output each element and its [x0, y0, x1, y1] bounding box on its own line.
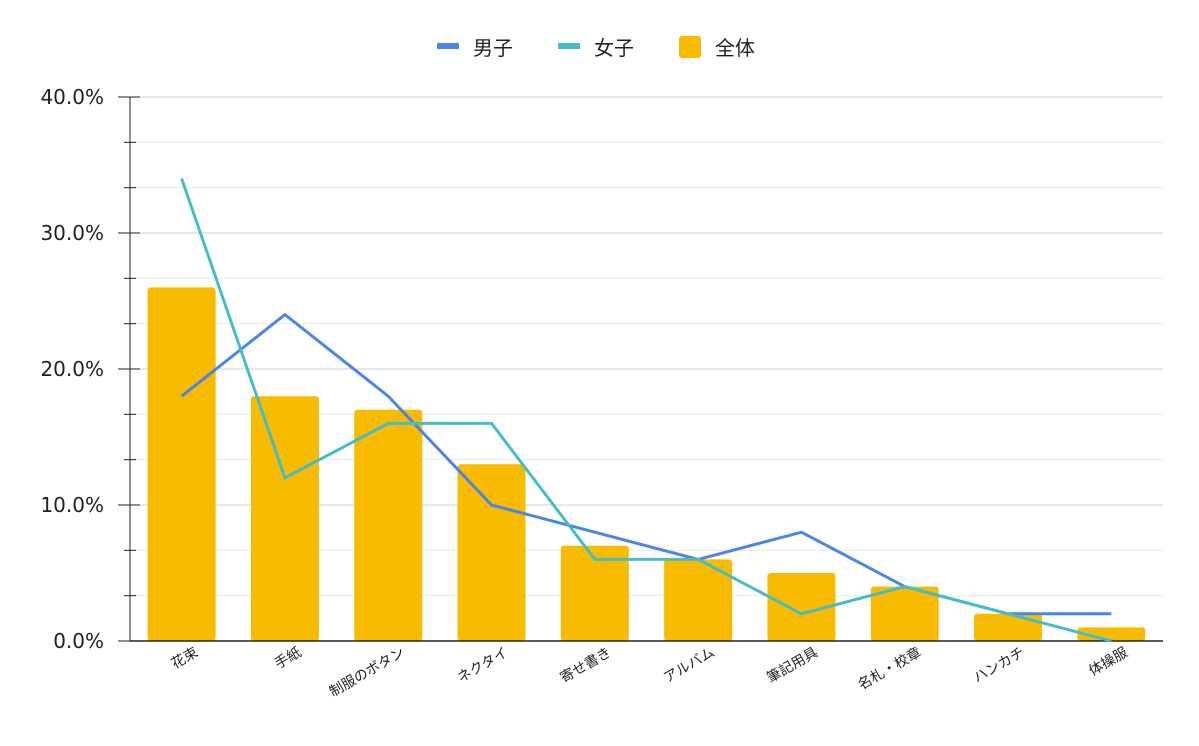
legend-label: 全体	[715, 36, 755, 60]
x-tick-label: 名札・校章	[855, 644, 924, 694]
bar	[767, 573, 836, 641]
bar	[870, 586, 939, 641]
x-tick-label: ネクタイ	[455, 645, 511, 687]
bar	[147, 287, 216, 641]
bar	[560, 545, 629, 641]
x-tick-label: 制服のボタン	[327, 645, 408, 701]
bar	[664, 559, 733, 641]
y-tick-label: 0.0%	[53, 629, 104, 653]
x-tick-label: 花束	[169, 645, 201, 673]
bar	[457, 464, 526, 641]
legend-label: 男子	[473, 36, 513, 60]
x-tick-label: 筆記用具	[764, 644, 821, 687]
bar	[354, 409, 423, 641]
x-tick-label: 手紙	[272, 645, 304, 673]
line	[180, 178, 1112, 643]
y-tick-label: 10.0%	[40, 493, 104, 517]
x-tick-label: ハンカチ	[971, 645, 1027, 687]
x-tick-label: アルバム	[661, 645, 717, 687]
bar	[974, 613, 1043, 641]
y-tick-label: 40.0%	[40, 85, 104, 109]
y-tick-label: 30.0%	[40, 221, 104, 245]
bar	[250, 396, 319, 641]
y-tick-label: 20.0%	[40, 357, 104, 381]
legend-label: 女子	[594, 36, 634, 60]
legend-swatch	[558, 43, 580, 49]
x-tick-label: 寄せ書き	[557, 644, 614, 687]
x-tick-label: 体操服	[1086, 645, 1130, 680]
line	[180, 312, 1112, 616]
legend-swatch	[679, 36, 701, 58]
legend-swatch	[437, 43, 459, 49]
